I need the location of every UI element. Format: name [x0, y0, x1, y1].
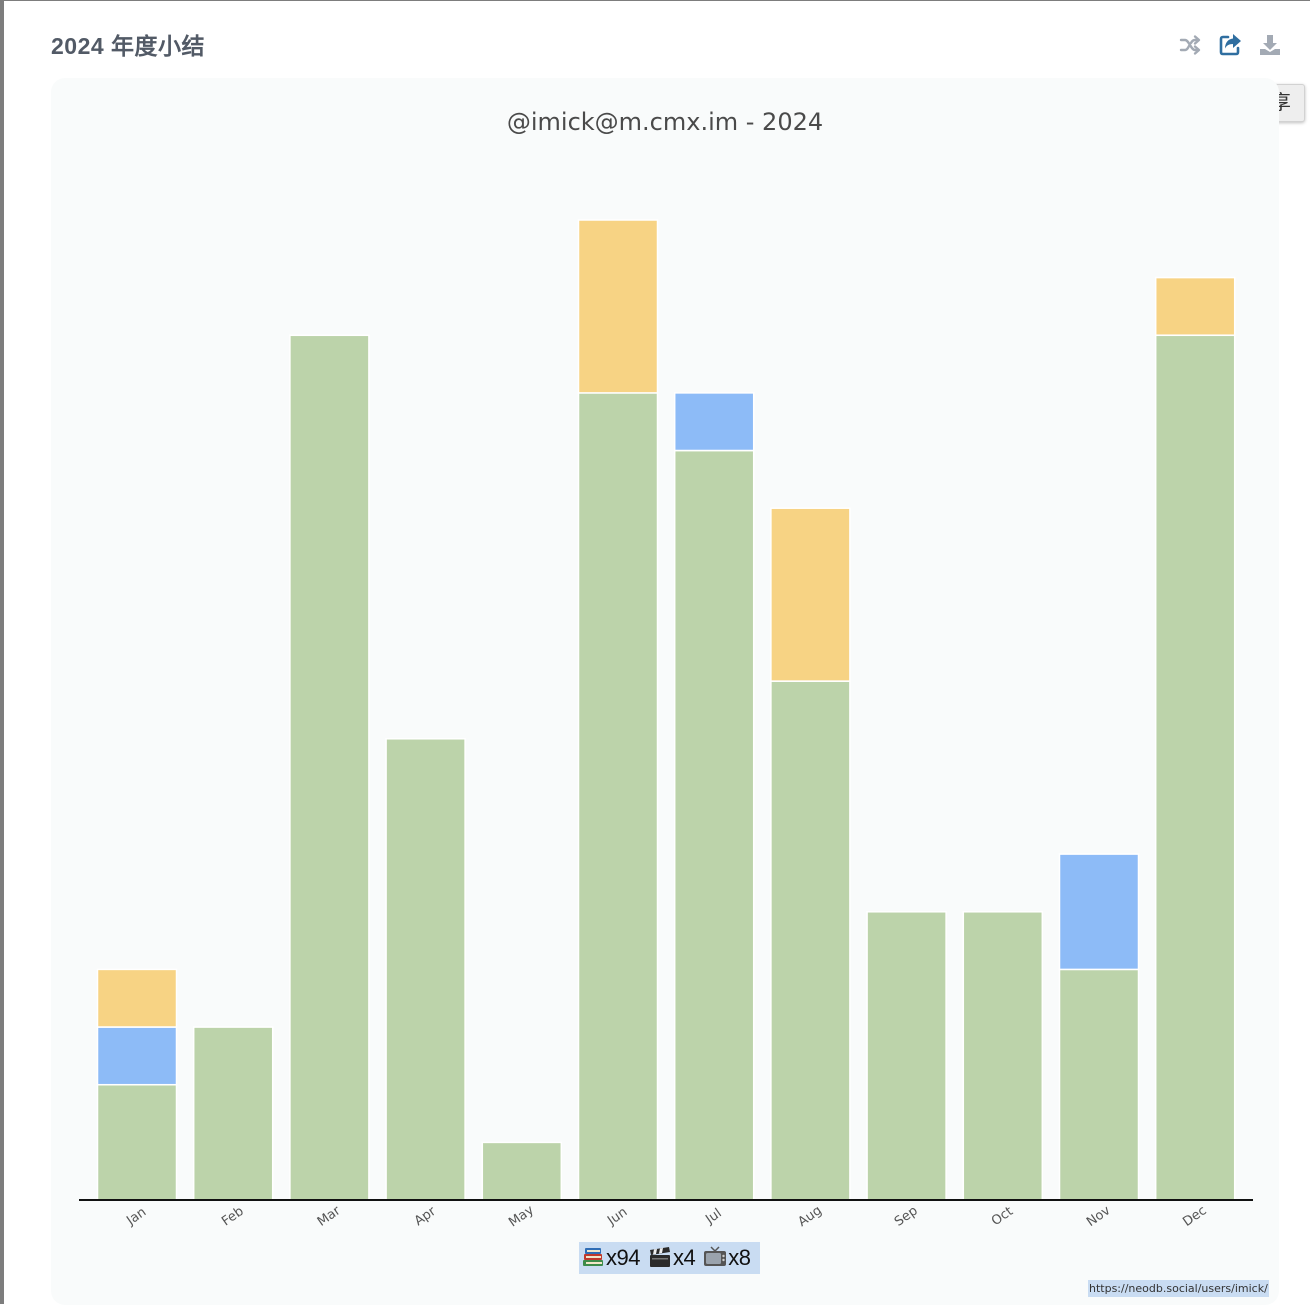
bar-jun-series-1	[577, 392, 659, 1201]
clapperboard-icon	[649, 1247, 670, 1267]
x-tick-apr: Apr	[412, 1204, 440, 1230]
bar-jan-series-3	[96, 968, 178, 1028]
books-icon	[583, 1248, 603, 1266]
x-tick-oct: Oct	[989, 1204, 1016, 1229]
summary-strip: x94 x4 x8	[579, 1242, 761, 1274]
x-tick-sep: Sep	[892, 1203, 921, 1229]
x-tick-aug: Aug	[795, 1203, 824, 1230]
card-title: 2024 年度小结	[51, 33, 206, 59]
movie-count: x4	[672, 1245, 696, 1270]
x-tick-mar: Mar	[315, 1203, 344, 1230]
bar-feb-series-1	[192, 1026, 274, 1201]
bar-sep-series-1	[866, 911, 947, 1201]
x-tick-jul: Jul	[702, 1206, 724, 1228]
x-tick-may: May	[506, 1203, 537, 1231]
book-count: x94	[606, 1245, 640, 1270]
share-icon[interactable]	[1216, 31, 1244, 59]
chart-toolbar	[1176, 31, 1286, 59]
profile-url[interactable]: https://neodb.social/users/imick/	[1088, 1280, 1269, 1297]
x-tick-jun: Jun	[604, 1205, 630, 1230]
bar-jul-series-2	[673, 392, 755, 452]
bar-aug-series-1	[770, 680, 851, 1201]
bar-apr-series-1	[385, 738, 466, 1201]
bar-jun-series-3	[577, 219, 659, 394]
x-tick-labels: Jan Feb Mar Apr May Jun Jul Aug Sep Oct Nov Dec	[123, 1203, 1209, 1231]
bar-jan-series-2	[96, 1026, 178, 1086]
bar-nov-series-1	[1058, 968, 1140, 1201]
shuffle-icon[interactable]	[1176, 31, 1204, 59]
bar-mar-series-1	[289, 334, 370, 1201]
x-tick-dec: Dec	[1180, 1203, 1209, 1230]
bar-dec-series-1	[1154, 334, 1236, 1201]
bar-oct-series-1	[962, 911, 1044, 1201]
bars-layer	[96, 219, 1236, 1201]
x-tick-jan: Jan	[123, 1205, 149, 1229]
bar-may-series-1	[481, 1141, 563, 1201]
bar-aug-series-3	[770, 507, 851, 682]
x-tick-nov: Nov	[1084, 1203, 1114, 1230]
chart-title: @imick@m.cmx.im - 2024	[507, 108, 823, 136]
stacked-bar-chart: @imick@m.cmx.im - 2024 Jan Feb Mar Apr May Ju…	[79, 108, 1253, 1231]
bar-jul-series-1	[673, 449, 755, 1201]
television-icon	[704, 1246, 727, 1266]
bar-jan-series-1	[96, 1083, 178, 1201]
bar-dec-series-3	[1154, 276, 1236, 336]
bar-nov-series-2	[1058, 853, 1140, 971]
x-tick-feb: Feb	[219, 1204, 246, 1229]
tv-count: x8	[728, 1245, 751, 1270]
download-icon[interactable]	[1256, 31, 1284, 59]
